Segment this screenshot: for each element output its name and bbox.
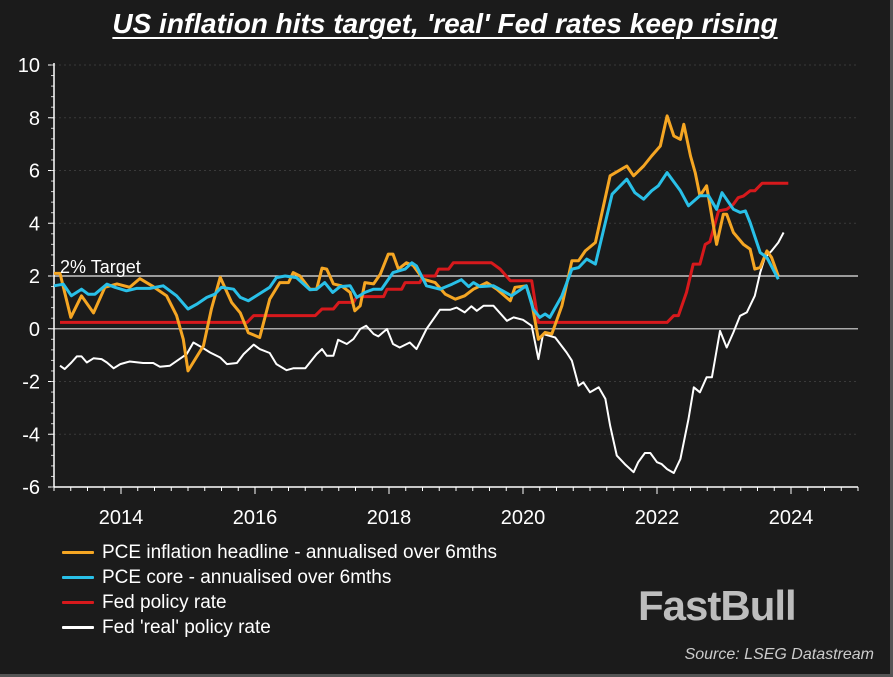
y-tick-label: 8: [29, 108, 40, 130]
x-tick-label: 2024: [769, 507, 814, 529]
source-note: Source: LSEG Datastream: [684, 646, 874, 663]
legend-label: PCE inflation headline - annualised over…: [102, 541, 498, 563]
y-tick-label: 2: [29, 266, 40, 288]
legend-swatch: [62, 551, 94, 554]
y-tick-label: 0: [29, 319, 40, 341]
gridlines: [54, 64, 858, 435]
legend-swatch: [62, 601, 94, 604]
legend-label: Fed 'real' policy rate: [102, 616, 271, 638]
x-tick-label: 2014: [99, 507, 144, 529]
series-line-fed-rate: [60, 181, 789, 324]
y-tick-label: -6: [22, 477, 40, 499]
y-tick-label: 10: [18, 55, 40, 77]
x-tick-label: 2018: [367, 507, 412, 529]
legend-label: Fed policy rate: [102, 591, 227, 613]
legend-item-fed-rate: Fed policy rate: [62, 590, 497, 615]
legend-swatch: [62, 576, 94, 579]
y-tick-label: -4: [22, 424, 40, 446]
x-tick-label: 2016: [233, 507, 278, 529]
series-line-core: [53, 171, 780, 319]
y-tick-label: 4: [29, 213, 40, 235]
legend-item-core: PCE core - annualised over 6mths: [62, 565, 497, 590]
axes: 10 8 6 4 2 0 -2 -4 -6 2014 2016 2018 2020 2022 2024: [18, 55, 859, 529]
legend-item-real-rate: Fed 'real' policy rate: [62, 615, 497, 640]
fastbull-logo: FastBull: [638, 582, 797, 629]
y-tick-label: 6: [29, 161, 40, 183]
legend-swatch: [62, 626, 94, 629]
x-tick-label: 2020: [501, 507, 546, 529]
x-tick-label: 2022: [635, 507, 680, 529]
legend-item-headline: PCE inflation headline - annualised over…: [62, 540, 497, 565]
y-tick-label: -2: [22, 372, 40, 394]
series-lines: [53, 114, 789, 474]
series-line-headline: [54, 114, 780, 373]
legend: PCE inflation headline - annualised over…: [62, 540, 497, 640]
series-line-real-rate: [59, 232, 785, 474]
legend-label: PCE core - annualised over 6mths: [102, 566, 392, 588]
chart-title: US inflation hits target, 'real' Fed rat…: [112, 8, 778, 39]
target-annotation: 2% Target: [60, 257, 141, 277]
